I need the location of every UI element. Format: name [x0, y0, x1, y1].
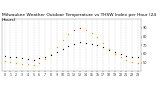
Text: Milwaukee Weather Outdoor Temperature vs THSW Index per Hour (24 Hours): Milwaukee Weather Outdoor Temperature vs… [2, 13, 156, 22]
